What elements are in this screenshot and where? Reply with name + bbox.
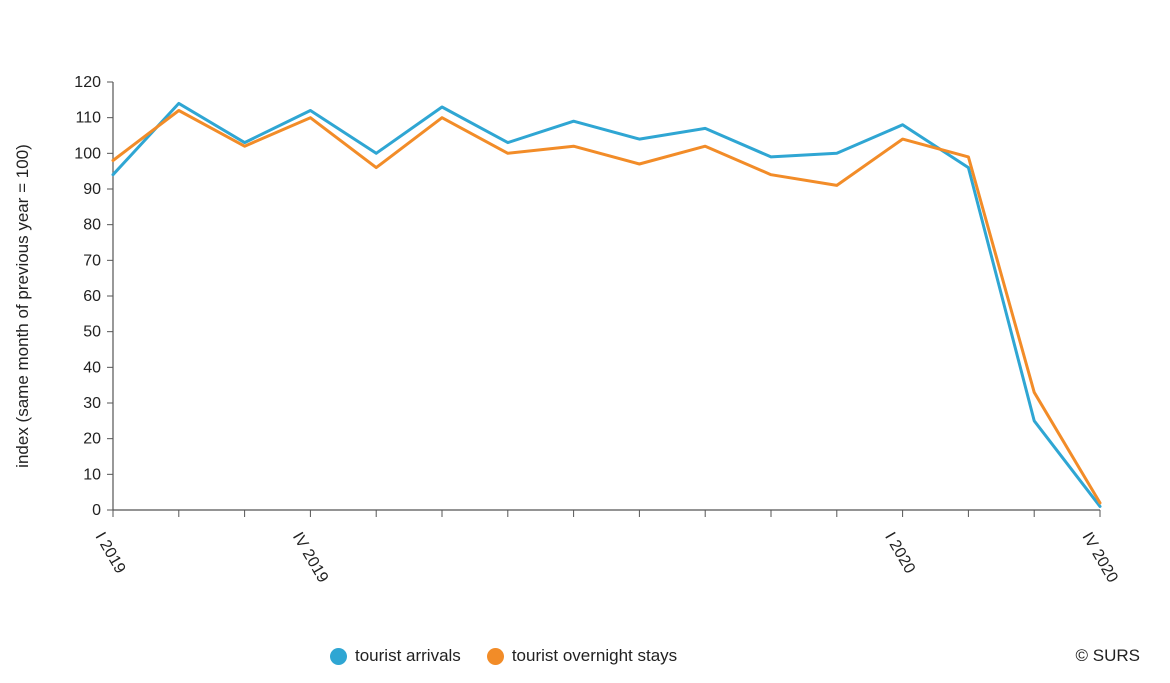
- legend-item-tourist-arrivals: tourist arrivals: [330, 646, 461, 666]
- y-tick-label: 100: [74, 145, 101, 162]
- y-tick-label: 0: [92, 502, 101, 519]
- series-lines: [111, 101, 1102, 508]
- x-tick-label: I 2019: [92, 530, 129, 577]
- x-tick-label: IV 2020: [1079, 530, 1121, 586]
- y-axis-title: index (same month of previous year = 100…: [13, 144, 32, 468]
- y-tick-label: 110: [75, 110, 101, 127]
- copyright-credit: © SURS: [1075, 646, 1140, 665]
- y-tick-label: 10: [83, 466, 101, 483]
- legend-label-tourist-arrivals: tourist arrivals: [355, 646, 461, 665]
- legend-swatch-tourist-overnight-stays: [486, 647, 504, 665]
- y-tick-label: 60: [83, 288, 101, 305]
- y-tick-label: 20: [83, 431, 101, 448]
- legend-item-tourist-overnight-stays: tourist overnight stays: [486, 646, 678, 666]
- series-line-tourist-arrivals: [111, 101, 1102, 508]
- y-tick-label: 30: [83, 395, 101, 412]
- x-tick-label: IV 2019: [289, 530, 331, 586]
- y-axis: 0 10 20 30 40 50 60 70 80 90 100 110 120: [74, 74, 113, 519]
- x-axis: I 2019 IV 2019 I 2020 IV 2020: [92, 510, 1121, 586]
- legend-swatch-tourist-arrivals: [330, 647, 347, 665]
- legend-label-tourist-overnight-stays: tourist overnight stays: [511, 646, 678, 665]
- y-tick-label: 90: [83, 181, 101, 198]
- legend: tourist arrivals tourist overnight stays: [330, 643, 703, 669]
- y-tick-label: 50: [83, 324, 101, 341]
- x-tick-label: I 2020: [881, 530, 918, 577]
- y-tick-label: 80: [83, 217, 101, 234]
- y-tick-label: 40: [83, 359, 101, 376]
- y-tick-label: 120: [74, 74, 101, 91]
- series-line-tourist-overnight-stays: [111, 109, 1102, 505]
- y-tick-label: 70: [83, 252, 101, 269]
